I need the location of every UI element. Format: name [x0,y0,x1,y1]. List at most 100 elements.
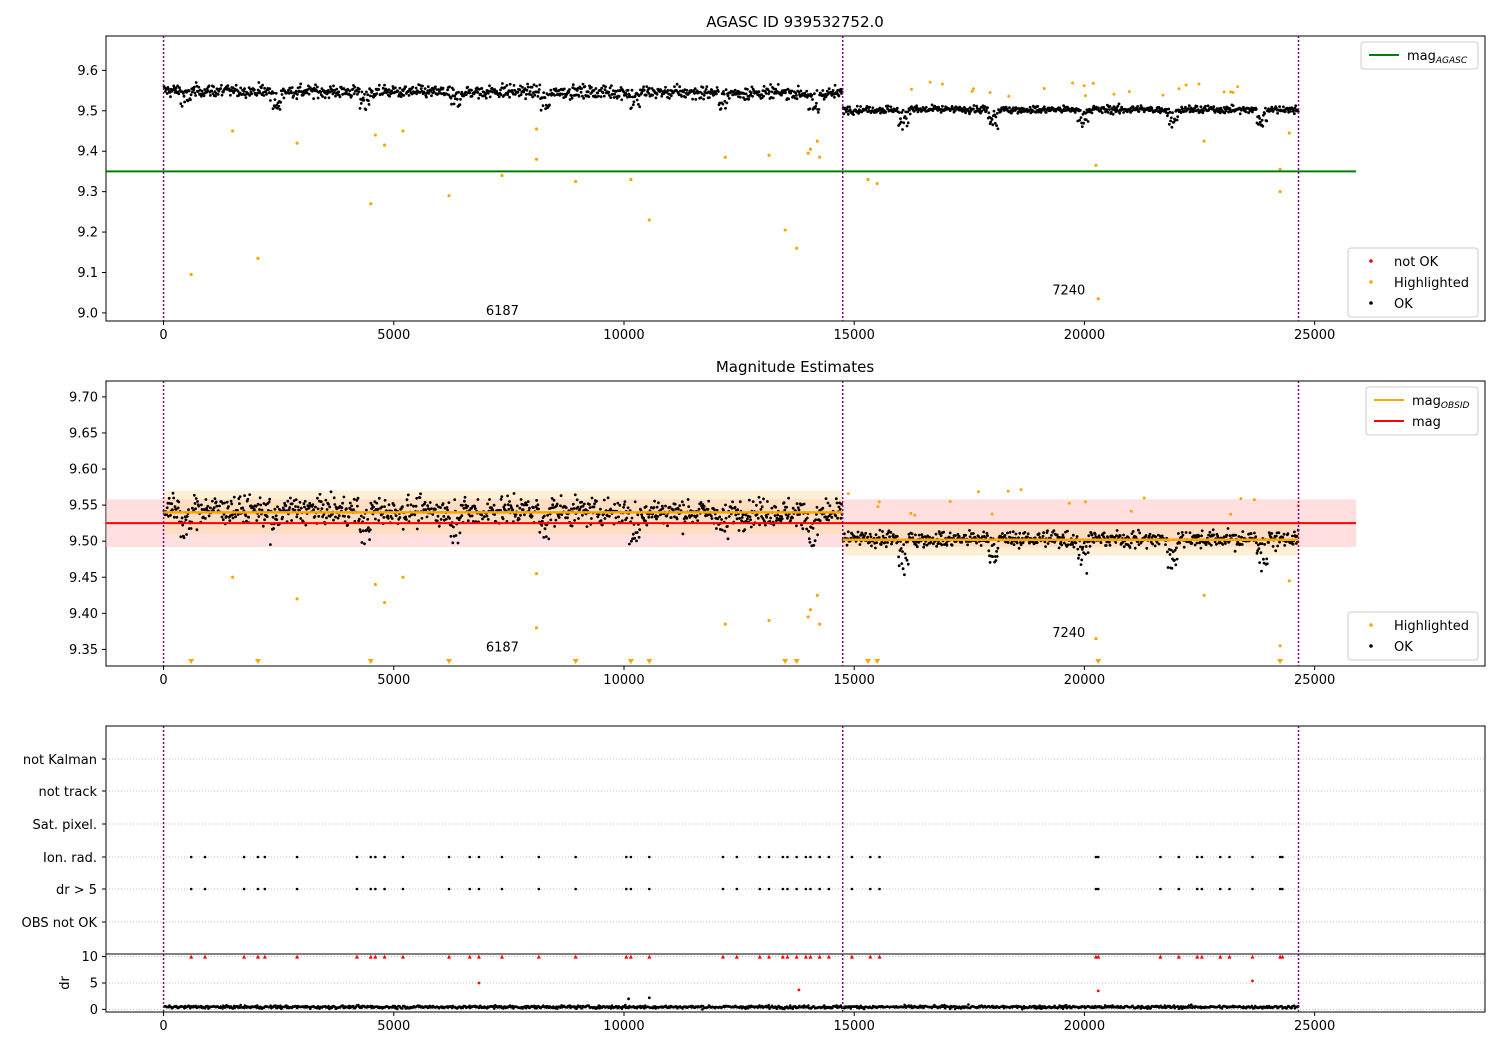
panel1-ok-point [1175,118,1179,122]
panel1-ok-point [839,87,843,91]
panel2-ytick-label: 9.60 [69,463,98,478]
panel2-ok-point [740,516,744,519]
panel1-ok-point [691,97,694,101]
panel1-ok-point [477,96,480,100]
panel2-ok-point [230,502,234,506]
panel2-ok-point [664,504,667,508]
panel1-ok-point [822,97,826,101]
panel2-ok-point [406,504,410,507]
panel2-ok-point [437,524,441,528]
panel1-ok-point [414,86,418,90]
panel2-ok-point [559,504,562,508]
panel2-ok-point [769,516,772,520]
panel2-ok-point [481,517,484,521]
panel2-ok-point [554,518,558,522]
panel2-ok-point [337,514,341,517]
panel1-ok-point [790,89,794,93]
panel2-ok-point [255,519,259,522]
panel1-ok-point [950,105,954,108]
panel2-ok-point [727,515,731,518]
panel1-ok-point [719,107,723,110]
panel3-flag-point [1096,887,1100,891]
panel2-ok-point [751,500,755,503]
panel2-ok-point [877,536,881,539]
panel1-ok-point [916,110,920,114]
panel2-ok-point [231,516,235,520]
panel2-ok-point [801,527,805,531]
panel1-highlighted-point [795,246,799,250]
panel2-ok-point [258,508,261,511]
panel2-ok-point [730,506,734,510]
panel2-ok-point [1160,534,1164,538]
panel2-ok-point [834,514,838,518]
panel1-ok-point [1105,108,1109,112]
panel2-ok-point [987,549,991,553]
panel1-ok-point [503,86,507,89]
panel1-ok-point [642,85,645,89]
panel1-highlighted-point [1197,82,1201,86]
panel3-flag-point [735,887,739,891]
panel2-ok-point [387,503,391,507]
panel1-ok-point [655,92,659,96]
panel1-ok-point [452,102,456,106]
panel1-ok-point [407,94,411,97]
panel1-ok-point [1284,110,1287,113]
panel1-ok-point [543,96,547,99]
panel1-xtick-label: 5000 [377,328,410,343]
panel1-ok-point [610,84,613,87]
panel1-ok-point [962,109,966,113]
panel1-ok-point [475,88,478,92]
panel1-ytick-label: 9.6 [77,64,98,79]
panel4-dr-point [579,1004,582,1008]
panel2-ytick-label: 9.45 [69,571,98,586]
panel1-ok-point [452,88,455,91]
panel2-ok-point [275,518,279,521]
panel2-ok-point [633,500,637,504]
panel2-ok-point [485,514,489,518]
panel1-ok-point [1276,111,1279,115]
panel1-ok-point [1282,105,1285,109]
panel1-ok-point [941,104,944,108]
panel2-ok-point [892,533,895,536]
panel1-ok-point [497,95,501,99]
panel2-highlighted-point [295,597,299,601]
panel2-ok-point [1044,545,1047,548]
panel2-ok-point [389,515,393,518]
panel1-ok-point [1199,105,1203,109]
panel2-ok-point [1057,546,1061,550]
panel2-ok-point [613,502,616,506]
panel2-ok-point [232,495,236,499]
panel2-ok-point [544,535,548,539]
panel2-ok-point [1240,543,1244,546]
panel2-ok-point [332,518,335,522]
panel2-ok-point [757,495,761,499]
panel1-ok-point [715,92,718,96]
panel1-ok-point [570,96,574,100]
panel2-ok-point [557,516,561,519]
panel4-dr-point [396,1007,399,1011]
panel2-ok-point [678,504,682,507]
panel1-ok-point [805,95,809,99]
panel2-ok-point [1046,542,1050,545]
panel2-ok-point [1128,546,1132,549]
panel1-ok-point [525,88,529,92]
panel1-highlighted-point [231,129,235,133]
panel2-ok-point [1286,532,1290,536]
panel2-ok-point [312,508,315,512]
panel1-ok-point [581,94,584,98]
panel1-ok-point [794,91,798,95]
panel1-ok-point [479,92,482,96]
panel2-ok-point [1147,534,1151,538]
panel1-ok-point [1204,104,1207,108]
panel2-ok-point [655,517,658,521]
panel1-ok-point [516,90,520,94]
panel1-ok-points [841,80,1300,131]
panel2-ok-point [623,500,627,503]
panel2-ok-point [220,515,224,519]
panel1-ok-point [252,88,256,92]
panel2-ok-point [749,525,753,529]
panel2-ok-point [741,513,745,517]
panel1-ok-point [394,86,397,90]
panel1-title: AGASC ID 939532752.0 [706,13,884,31]
panel2-ok-point [1274,534,1278,538]
